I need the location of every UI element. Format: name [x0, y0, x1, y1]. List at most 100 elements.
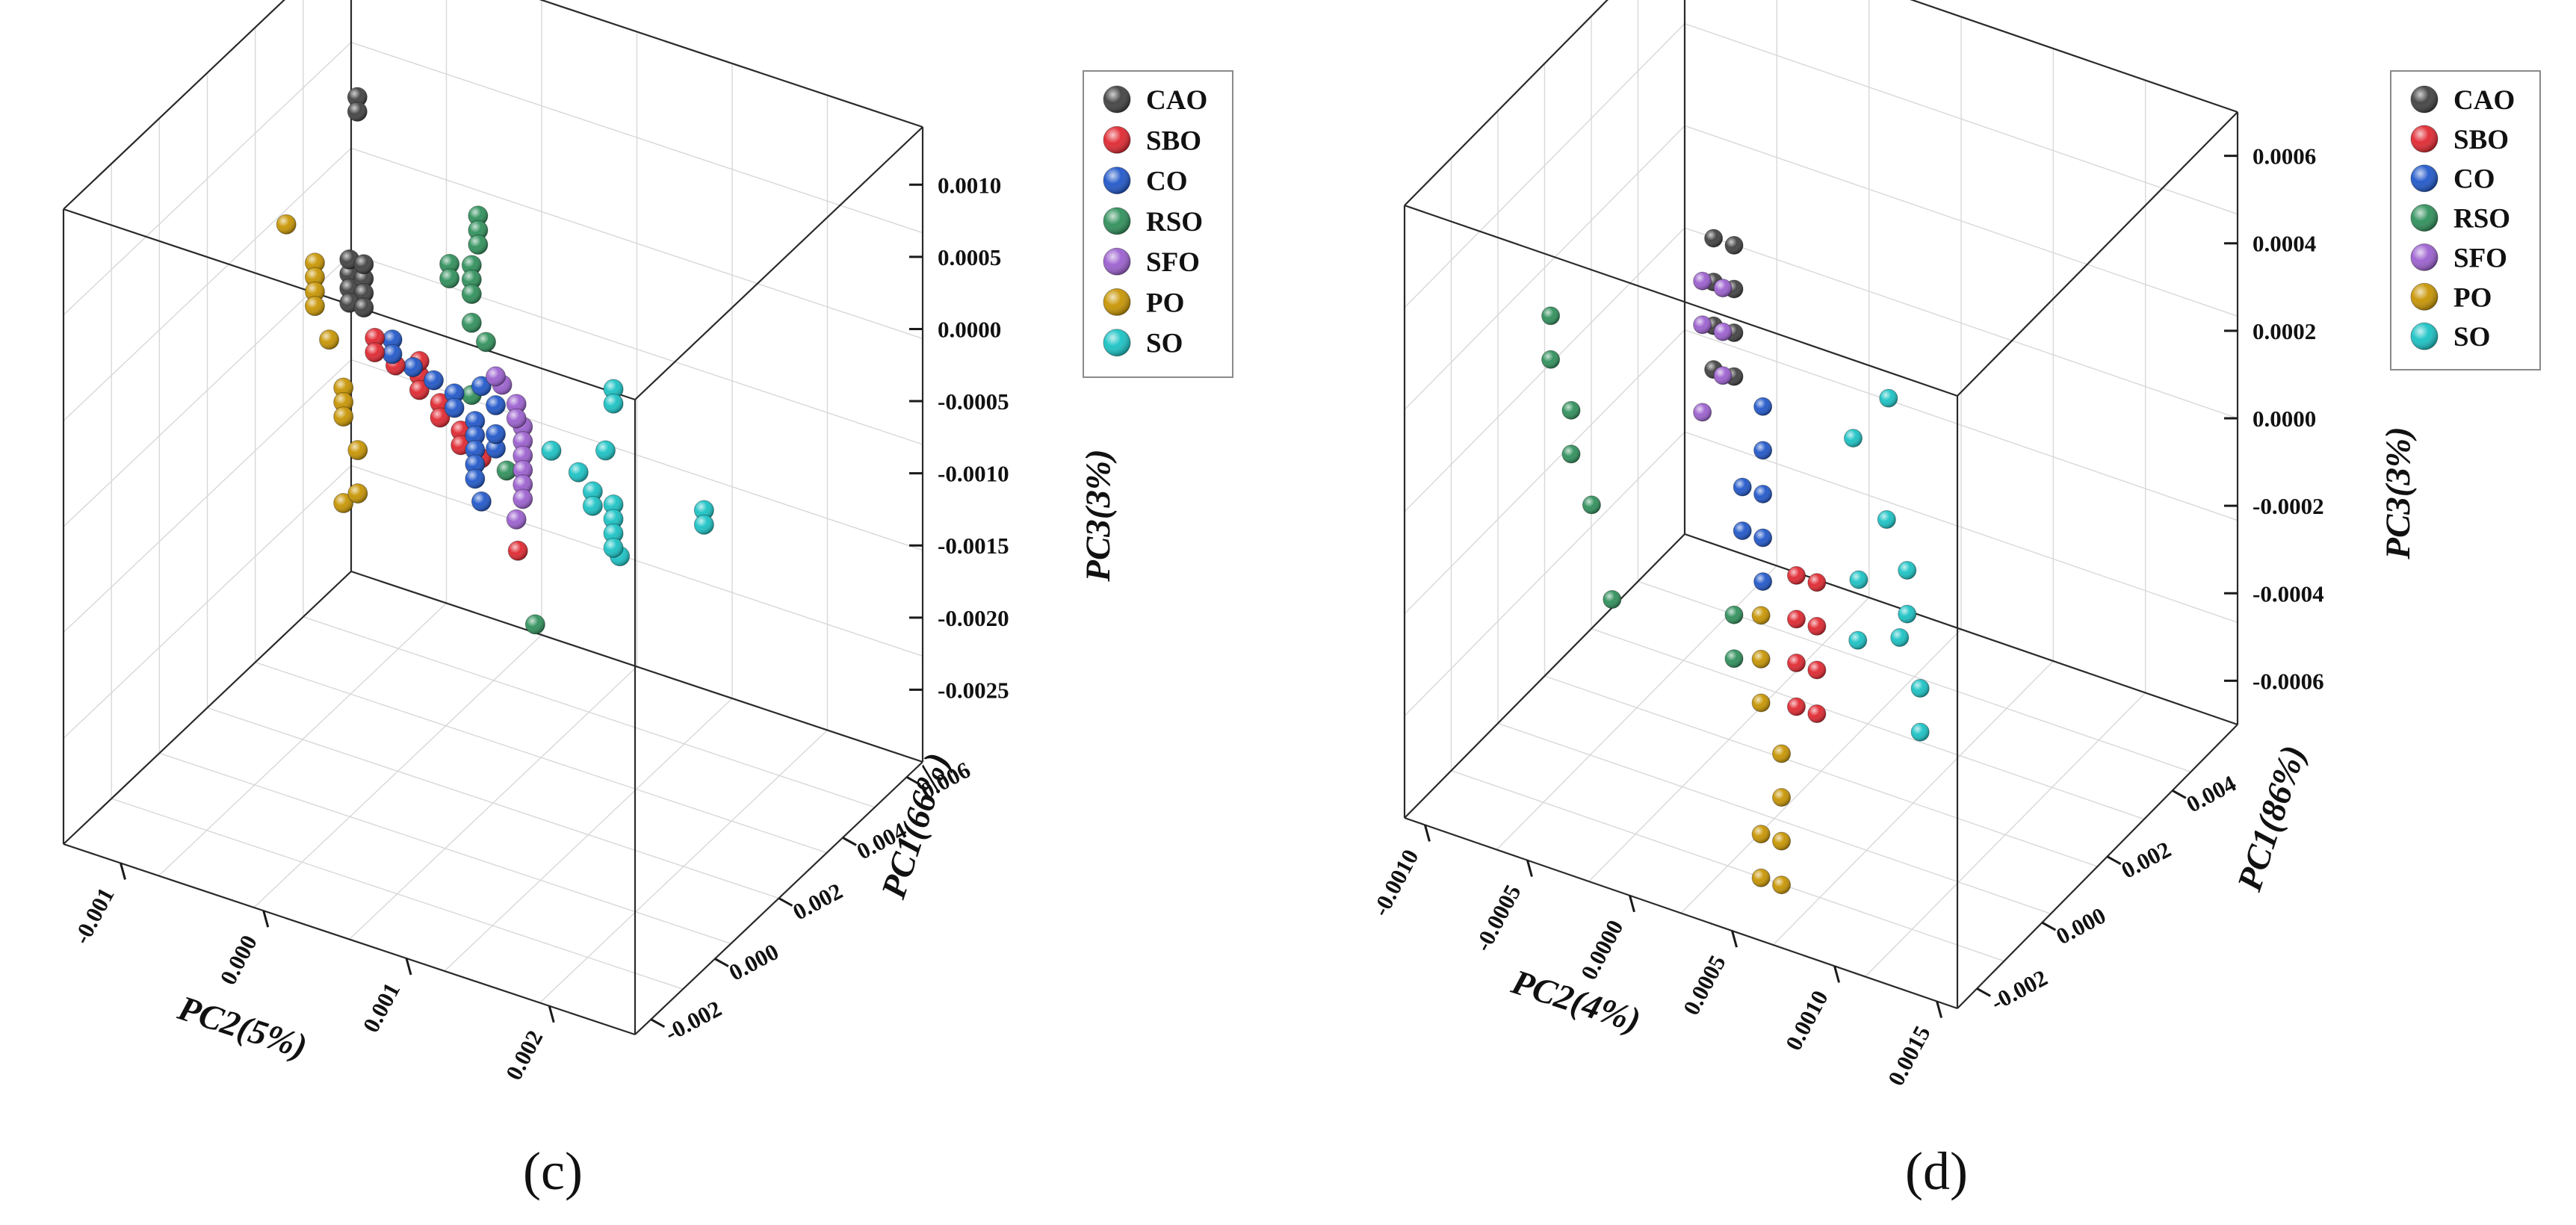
point-shade	[486, 438, 506, 459]
point-so	[541, 440, 562, 461]
point-shade	[1562, 444, 1581, 463]
x-tick-mark	[1731, 930, 1738, 948]
cube-edge	[539, 0, 923, 128]
legend-marker-shade	[2411, 125, 2438, 152]
point-sbo	[1807, 616, 1827, 636]
point-shade	[471, 376, 492, 396]
point-po	[276, 214, 297, 235]
grid-line	[207, 707, 779, 899]
y-tick-mark	[714, 958, 729, 967]
point-rso	[1541, 306, 1561, 326]
z-tick-label: -0.0002	[2253, 493, 2324, 519]
x-tick-mark	[120, 863, 126, 880]
point-co	[444, 397, 465, 418]
point-shade	[1752, 650, 1771, 669]
z-tick-label: -0.0004	[2253, 580, 2324, 607]
point-cao	[1724, 235, 1744, 255]
y-axis-title: PC1(86%)	[2230, 741, 2314, 896]
point-shade	[1603, 590, 1621, 609]
point-po	[333, 391, 354, 412]
point-so	[603, 523, 624, 544]
point-shade	[508, 541, 528, 561]
point-co	[465, 411, 486, 432]
y-tick-mark	[1976, 987, 1991, 997]
point-shade	[465, 468, 485, 489]
point-po	[304, 281, 325, 302]
x-tick-mark	[262, 910, 270, 928]
point-shade	[583, 496, 603, 516]
point-shade	[476, 332, 496, 352]
point-rso	[524, 614, 545, 635]
point-so	[1898, 604, 1917, 624]
point-rso	[468, 234, 489, 255]
panel-d-cube	[1403, 0, 2239, 1010]
point-shade	[1898, 561, 1916, 580]
z-tick-label: 0.0010	[938, 172, 1001, 198]
point-sfo	[513, 459, 533, 480]
z-tick-label: -0.0005	[938, 388, 1009, 415]
legend-marker-shade	[1103, 126, 1130, 154]
point-shade	[424, 370, 444, 391]
point-shade	[468, 205, 488, 226]
z-tick-label: 0.0006	[2253, 143, 2316, 170]
x-tick-mark	[405, 958, 412, 976]
point-shade	[1541, 350, 1560, 369]
point-shade	[1807, 617, 1826, 636]
legend-item-sfo: SFO	[1103, 247, 1200, 278]
x-axis-title: PC2(4%)	[1506, 962, 1645, 1041]
z-axis-title: PC3(3%)	[1079, 449, 1118, 583]
x-tick-mark	[1526, 860, 1533, 878]
point-shade	[513, 431, 533, 451]
panel-c-legend: CAO SBO CO RSO SFO PO SO	[1083, 70, 1233, 378]
x-tick-label: -0.0010	[1367, 845, 1424, 920]
point-shade	[1787, 566, 1806, 585]
z-tick-label: -0.0010	[938, 461, 1009, 487]
point-sfo	[506, 509, 527, 530]
point-shade	[439, 254, 459, 274]
point-shade	[486, 395, 506, 415]
point-co	[486, 438, 507, 459]
legend-item-so: SO	[1103, 329, 1183, 359]
x-tick-label: -0.0005	[1470, 881, 1526, 956]
point-shade	[507, 409, 527, 429]
point-shade	[462, 313, 482, 333]
grid-line	[1865, 692, 2146, 977]
point-po	[1751, 606, 1771, 625]
point-so	[603, 537, 624, 558]
z-tick-label: -0.0015	[938, 533, 1009, 559]
point-shade	[468, 220, 488, 241]
point-shade	[1752, 693, 1771, 712]
point-sfo	[1713, 366, 1733, 385]
point-shade	[1772, 832, 1791, 851]
panel-c-label: (c)	[523, 1141, 583, 1201]
point-shade	[445, 398, 465, 418]
point-shade	[604, 394, 624, 414]
point-cao	[353, 297, 374, 318]
point-shade	[1753, 397, 1772, 416]
legend-marker-shade	[1103, 86, 1130, 113]
point-shade	[694, 500, 714, 521]
point-shade	[471, 491, 492, 512]
panel-c-chart: -0.0010.0000.0010.002-0.0020.0000.0020.0…	[62, 0, 1233, 1085]
point-sbo	[1786, 610, 1806, 629]
point-po	[1751, 649, 1771, 669]
legend-marker-shade	[2411, 204, 2438, 232]
point-cao	[353, 254, 374, 275]
panel-d-axes: -0.0010 -0.0005 0.0000 0.0005 0.0010 0.0015 -0…	[1367, 143, 2418, 1091]
y-tick-mark	[905, 775, 921, 786]
point-po	[347, 483, 368, 504]
point-po	[304, 296, 325, 317]
legend-marker-shade	[2411, 86, 2438, 113]
point-sfo	[1693, 403, 1712, 422]
legend-label: PO	[1146, 288, 1184, 318]
point-rso	[1561, 444, 1581, 464]
point-so	[603, 393, 624, 414]
x-tick-label: 0.0015	[1883, 1021, 1936, 1090]
legend-label: RSO	[1146, 207, 1203, 238]
y-tick-label: 0.004	[2182, 770, 2241, 818]
point-shade	[513, 445, 533, 465]
point-sfo	[513, 431, 533, 452]
cube-edge	[63, 843, 636, 1036]
point-shade	[1733, 477, 1752, 496]
point-shade	[1733, 521, 1752, 540]
